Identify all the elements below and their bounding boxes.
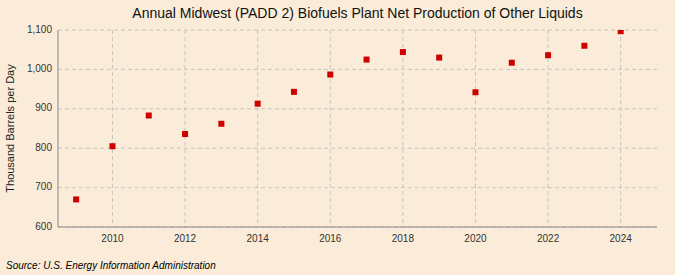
point (581, 43, 587, 49)
y-tick-label: 1,000 (27, 63, 52, 74)
title: Annual Midwest (PADD 2) Biofuels Plant N… (132, 5, 582, 21)
point (182, 131, 188, 137)
x-grid-line (185, 30, 186, 227)
y-axis-label: Thousand Barrels per Day (4, 64, 16, 193)
source-note: Source: U.S. Energy Information Administ… (6, 260, 216, 271)
x-grid-line (620, 30, 621, 227)
y-grid-line (58, 187, 657, 188)
x-grid-line (475, 30, 476, 227)
x-grid-line (402, 30, 403, 227)
x-tick-label: 2024 (610, 233, 633, 244)
y-tick-label: 1,100 (27, 24, 52, 35)
x-grid-line (112, 30, 113, 227)
x-axis-line (58, 227, 657, 228)
x-grid-line (330, 30, 331, 227)
x-tick-label: 2010 (101, 233, 124, 244)
y-grid-line (58, 148, 657, 149)
point (146, 112, 152, 118)
grid (58, 30, 657, 227)
point (618, 30, 624, 34)
point (109, 143, 115, 149)
y-tick-label: 600 (35, 221, 52, 232)
x-grid-line (548, 30, 549, 227)
point (327, 72, 333, 78)
point (255, 101, 261, 107)
chart: 600 700 800 900 1,000 1,100 2010 2012 2014 2016 20… (0, 0, 675, 275)
x-tick-label: 2014 (247, 233, 270, 244)
y-grid-line (58, 227, 657, 228)
points (73, 30, 624, 202)
x-grid-line (257, 30, 258, 227)
y-grid-line (58, 69, 657, 70)
x-tick-label: 2016 (319, 233, 342, 244)
point (291, 89, 297, 95)
y-axis-line (58, 30, 59, 227)
point (509, 60, 515, 66)
background (0, 0, 675, 275)
point (436, 55, 442, 61)
y-tick-label: 900 (35, 102, 52, 113)
point (400, 49, 406, 55)
point (364, 57, 370, 63)
y-tick-label: 700 (35, 181, 52, 192)
x-tick-label: 2018 (392, 233, 415, 244)
x-tick-label: 2012 (174, 233, 197, 244)
y-grid-line (58, 30, 657, 31)
point (73, 196, 79, 202)
point (472, 89, 478, 95)
x-tick-label: 2020 (464, 233, 487, 244)
point (545, 52, 551, 58)
point (218, 121, 224, 127)
x-tick-label: 2022 (537, 233, 560, 244)
y-tick-label: 800 (35, 142, 52, 153)
y-grid-line (58, 108, 657, 109)
